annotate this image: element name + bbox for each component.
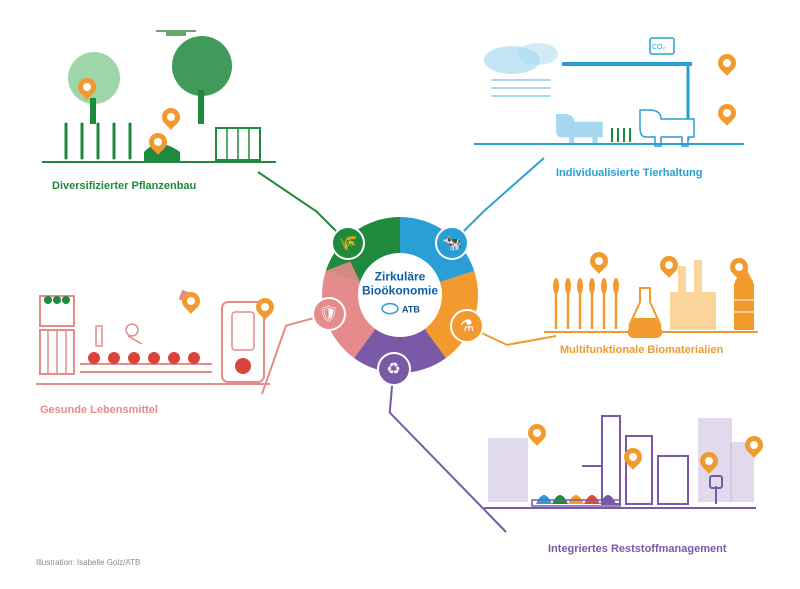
atb-logo: ATB <box>380 302 420 320</box>
illustration-animals: CO₂ <box>474 38 744 146</box>
illustration-food <box>36 290 270 384</box>
infographic-canvas: CO₂ Zirkuläre Bioökonomie ATB Diversifiz… <box>0 0 800 589</box>
attribution-text: Illustration: Isabelle Golz/ATB <box>36 558 140 567</box>
illustration-biomaterials <box>544 260 758 338</box>
label-residues: Integriertes Reststoffmanagement <box>548 543 727 555</box>
svg-text:CO₂: CO₂ <box>652 44 666 51</box>
label-animals: Individualisierte Tierhaltung <box>556 167 703 179</box>
center-line2: Bioökonomie <box>362 284 438 298</box>
node-icon-animals: 🐄 <box>435 226 469 260</box>
label-plants: Diversifizierter Pflanzenbau <box>52 180 196 192</box>
label-food: Gesunde Lebensmittel <box>40 404 158 416</box>
node-icon-food: 🛡 <box>312 297 346 331</box>
center-line1: Zirkuläre <box>362 269 438 283</box>
node-icon-plants: 🌾 <box>331 226 365 260</box>
node-icon-residues: ♻ <box>377 352 411 386</box>
center-label: Zirkuläre Bioökonomie ATB <box>362 269 438 320</box>
label-biomaterials: Multifunktionale Biomaterialien <box>560 344 723 356</box>
svg-text:ATB: ATB <box>402 305 420 315</box>
